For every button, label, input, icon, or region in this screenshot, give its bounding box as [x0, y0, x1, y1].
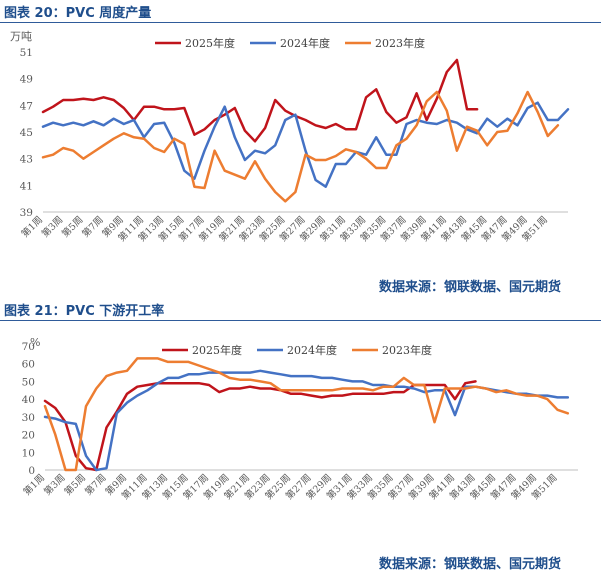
- y-tick-label: 70: [22, 341, 35, 353]
- y-tick-label: 49: [20, 74, 33, 86]
- legend-label: 2025年度: [185, 36, 235, 50]
- chart-1-title: 图表 20：PVC 周度产量: [4, 6, 152, 21]
- x-tick-label: 第5周: [59, 214, 85, 240]
- chart-1-title-rule: [0, 22, 601, 23]
- y-tick-label: 51: [20, 47, 33, 59]
- y-tick-label: 39: [20, 207, 33, 219]
- legend-label: 2024年度: [280, 36, 330, 50]
- y-unit-label: 万吨: [10, 30, 32, 43]
- chart-1-source: 数据来源：钢联数据、国元期货: [378, 280, 561, 295]
- y-unit-label: %: [30, 336, 40, 349]
- x-tick-label: 第7周: [82, 472, 108, 498]
- series-line-2023年度: [41, 90, 560, 203]
- series-line-2024年度: [41, 101, 570, 188]
- chart-2-source: 数据来源：钢联数据、国元期货: [378, 557, 561, 572]
- x-tick-label: 第7周: [80, 214, 106, 240]
- series-line-2025年度: [41, 58, 479, 143]
- x-tick-label: 第3周: [41, 472, 67, 498]
- x-tick-label: 第5周: [62, 472, 88, 498]
- y-tick-label: 50: [22, 376, 35, 388]
- y-tick-label: 60: [22, 359, 35, 371]
- legend-label: 2023年度: [375, 36, 425, 50]
- legend-label: 2023年度: [382, 343, 432, 357]
- y-tick-label: 40: [22, 394, 35, 406]
- series-line-2024年度: [43, 369, 570, 472]
- y-tick-label: 45: [20, 127, 33, 139]
- series-line-2023年度: [43, 357, 570, 472]
- legend-label: 2024年度: [287, 343, 337, 357]
- x-tick-label: 第3周: [39, 214, 65, 240]
- chart-2-downstream-operating-rate: %010203040506070第1周第3周第5周第7周第9周第11周第13周第…: [21, 336, 578, 502]
- y-tick-label: 41: [20, 180, 33, 192]
- y-tick-label: 43: [20, 154, 33, 166]
- chart-2-title-rule: [0, 320, 601, 321]
- y-tick-label: 10: [22, 447, 35, 459]
- y-tick-label: 20: [22, 430, 35, 442]
- y-tick-label: 0: [28, 465, 35, 477]
- legend-label: 2025年度: [192, 343, 242, 357]
- chart-2-title: 图表 21：PVC 下游开工率: [4, 304, 165, 319]
- y-tick-label: 47: [20, 100, 33, 112]
- y-tick-label: 30: [22, 412, 35, 424]
- chart-1-weekly-output: 万吨39414345474951第1周第3周第5周第7周第9周第11周第13周第…: [10, 30, 570, 244]
